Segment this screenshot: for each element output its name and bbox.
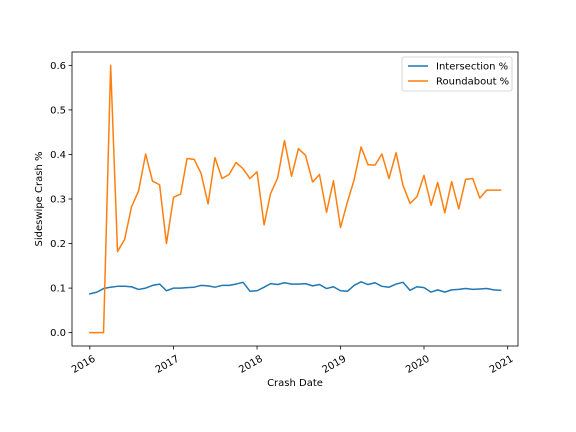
y-tick-label: 0.6 [50,61,66,72]
x-axis-ticks: 2016 2017 2018 2019 2020 2021 [70,346,515,376]
legend-box [401,56,513,92]
series-line-intersection [88,281,502,295]
series-line-roundabout [89,64,502,334]
y-tick-label: 0.1 [50,284,66,295]
legend-label: Roundabout % [436,77,509,88]
y-axis-ticks: 0.0 0.1 0.2 0.3 0.4 0.5 0.6 [50,61,72,339]
y-tick-label: 0.2 [50,239,66,250]
plot-content [88,64,502,334]
legend: Intersection % Roundabout % [401,56,513,92]
y-tick-label: 0.0 [50,328,66,339]
x-axis-label: Crash Date [267,378,323,389]
y-tick-label: 0.4 [50,150,66,161]
legend-label: Intersection % [436,62,508,73]
y-axis-label: Sideswipe Crash % [34,152,45,247]
y-tick-label: 0.3 [50,195,66,206]
y-tick-label: 0.5 [50,105,66,116]
